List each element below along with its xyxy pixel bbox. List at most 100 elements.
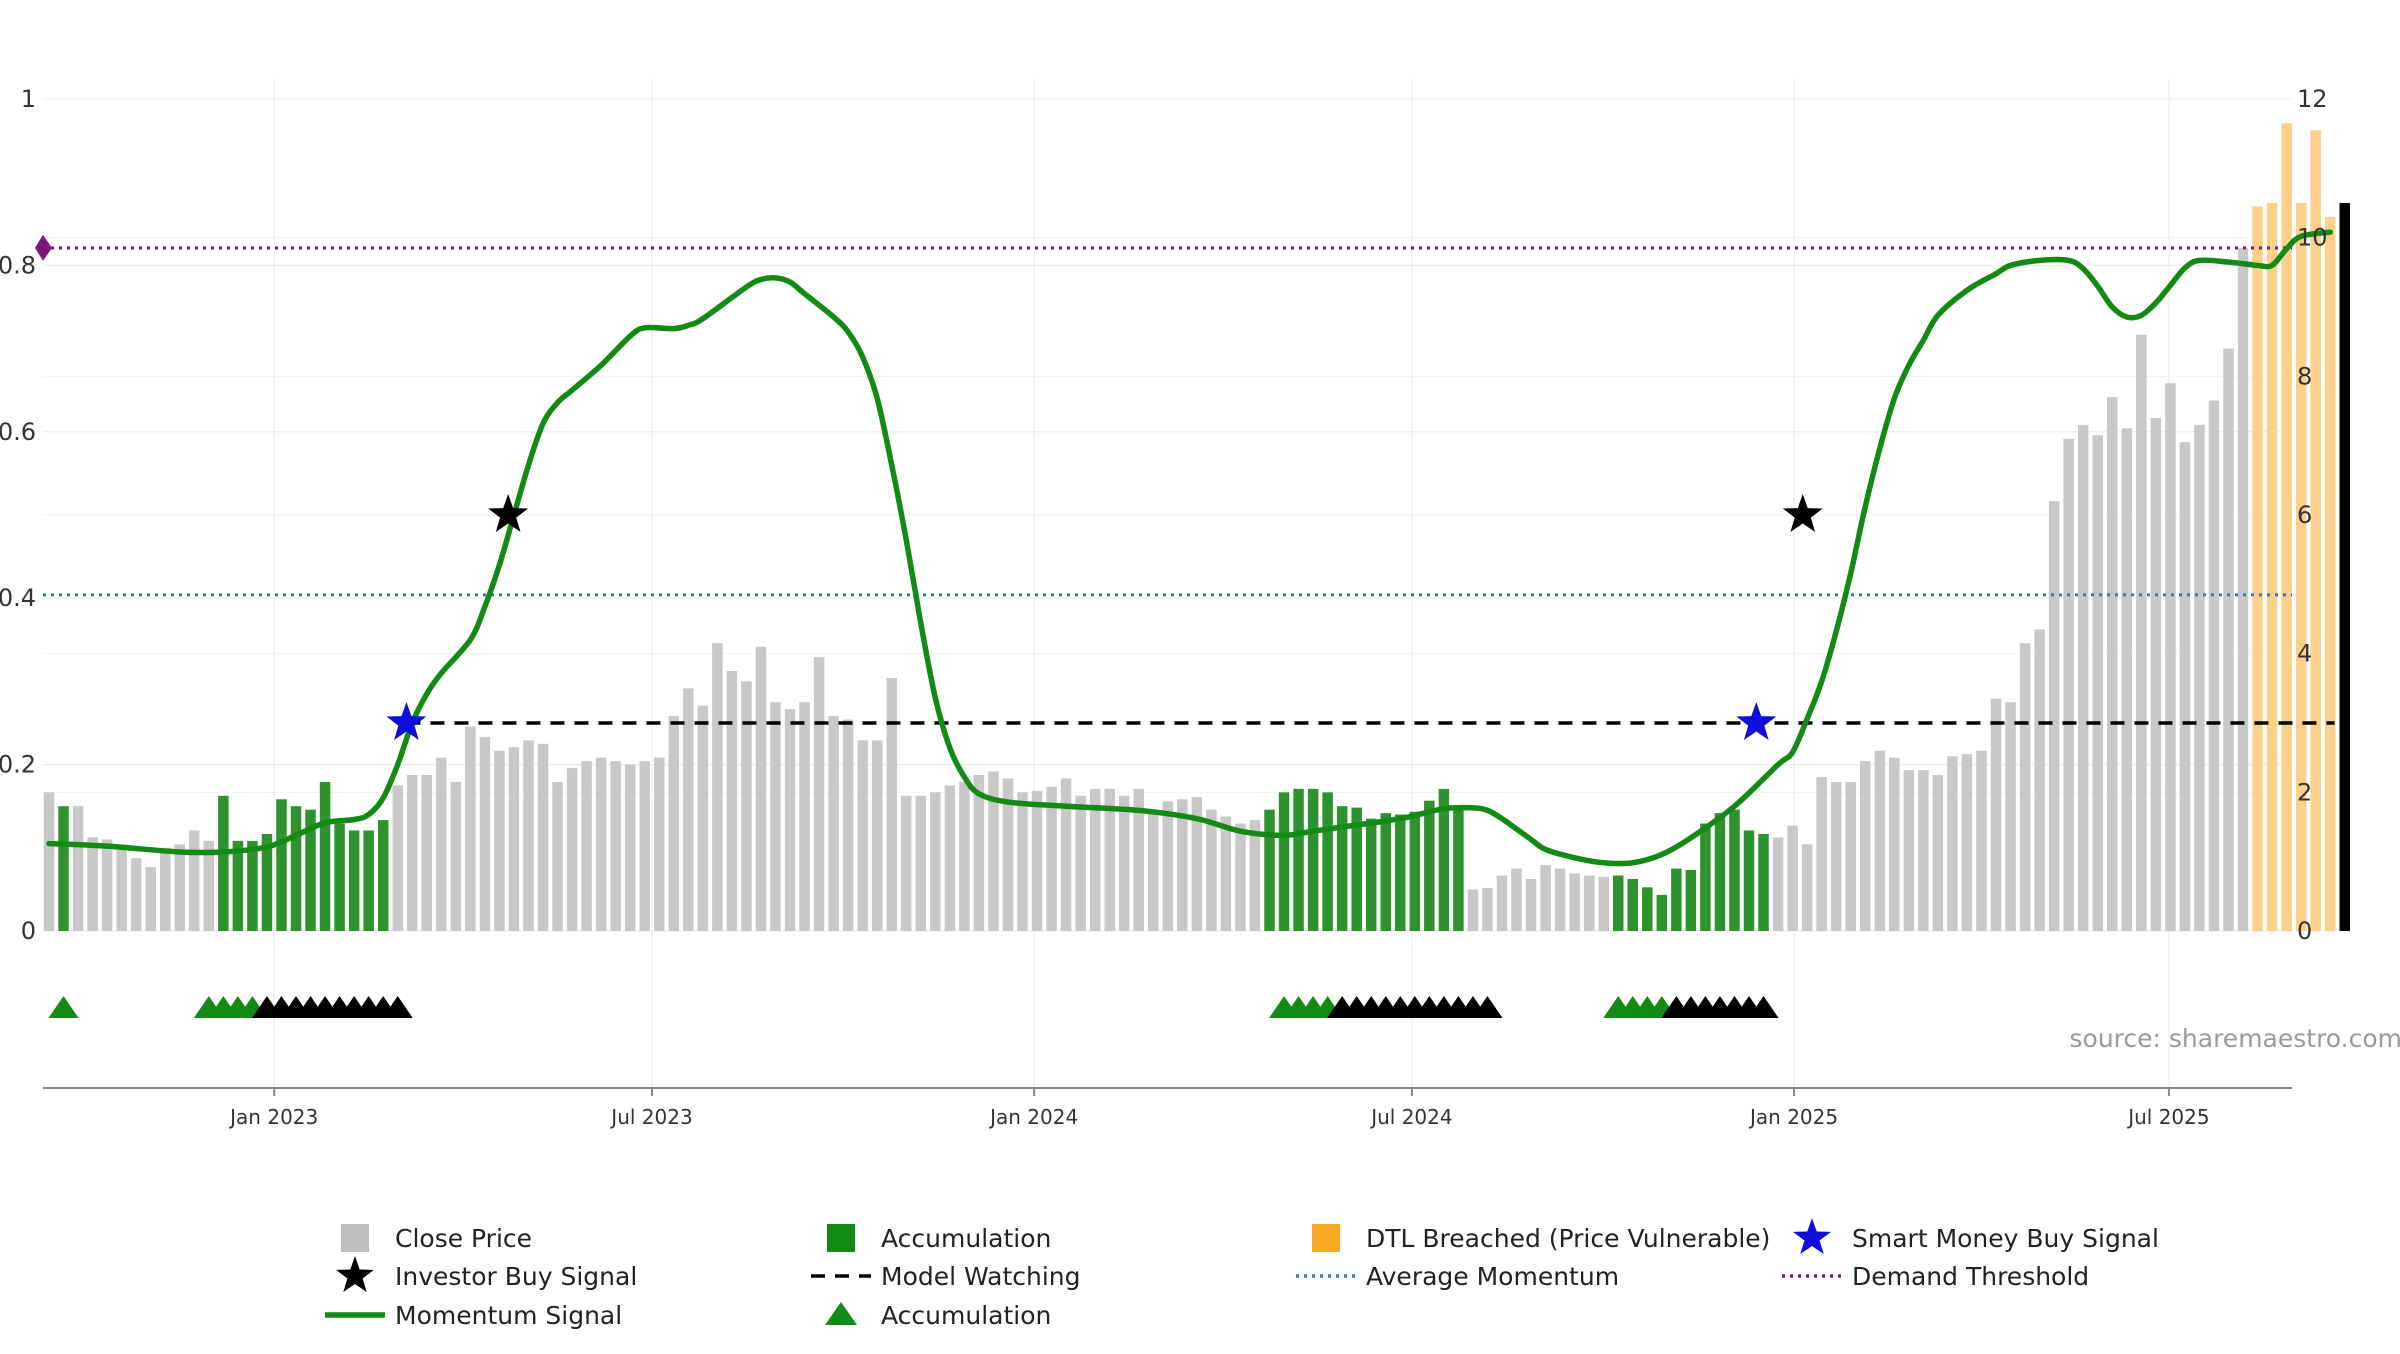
price-bar bbox=[770, 702, 781, 931]
price-bar bbox=[1279, 792, 1290, 931]
price-bar bbox=[1366, 819, 1377, 931]
price-bar bbox=[1061, 778, 1072, 931]
momentum-layer bbox=[49, 232, 2330, 864]
price-bar bbox=[1686, 870, 1697, 931]
price-bar bbox=[1715, 813, 1726, 931]
price-bar bbox=[1657, 895, 1668, 931]
price-bar bbox=[1075, 796, 1086, 931]
price-bar bbox=[175, 844, 186, 931]
legend-label: DTL Breached (Price Vulnerable) bbox=[1366, 1224, 1770, 1253]
left-tick-label: 0.8 bbox=[0, 251, 36, 279]
price-bars bbox=[44, 123, 2350, 931]
right-tick-label: 10 bbox=[2297, 224, 2328, 252]
price-bar bbox=[1700, 824, 1711, 931]
price-bar bbox=[1511, 869, 1522, 931]
legend-swatch bbox=[341, 1224, 369, 1252]
price-bar bbox=[581, 761, 592, 931]
price-bar bbox=[2122, 428, 2133, 931]
price-bar bbox=[1584, 876, 1595, 931]
price-bar bbox=[436, 758, 447, 931]
price-bar bbox=[116, 844, 127, 931]
legend-item-demand-threshold: Demand Threshold bbox=[1782, 1262, 2089, 1291]
price-bar bbox=[1497, 876, 1508, 931]
price-bar bbox=[87, 837, 98, 931]
price-bar bbox=[2325, 217, 2336, 931]
price-bar bbox=[2078, 425, 2089, 931]
price-bar bbox=[1468, 889, 1479, 931]
price-bar bbox=[58, 806, 69, 931]
price-bar bbox=[451, 782, 462, 931]
left-tick-label: 0.4 bbox=[0, 584, 36, 612]
price-bar bbox=[945, 785, 956, 931]
price-bar bbox=[2209, 401, 2220, 931]
x-tick-label: Jan 2025 bbox=[1748, 1105, 1838, 1129]
price-bar bbox=[1235, 824, 1246, 931]
right-tick-label: 12 bbox=[2297, 85, 2328, 113]
right-tick-label: 2 bbox=[2297, 778, 2312, 806]
left-tick-label: 0.6 bbox=[0, 418, 36, 446]
price-bar bbox=[247, 841, 257, 931]
price-bar bbox=[1293, 789, 1304, 931]
right-tick-label: 8 bbox=[2297, 362, 2312, 390]
legend-label: Model Watching bbox=[881, 1262, 1081, 1291]
accumulation-markers-row bbox=[49, 996, 1779, 1018]
price-bar bbox=[683, 688, 694, 931]
price-bar bbox=[189, 830, 200, 931]
price-bar bbox=[1729, 810, 1740, 931]
price-bar bbox=[785, 709, 796, 931]
price-bar bbox=[799, 702, 810, 931]
price-bar bbox=[2107, 397, 2118, 931]
price-bar bbox=[567, 768, 578, 931]
price-bar bbox=[145, 867, 156, 931]
price-bar bbox=[610, 761, 621, 931]
left-tick-label: 0.2 bbox=[0, 751, 36, 779]
price-bar bbox=[2223, 349, 2234, 931]
price-bar bbox=[480, 737, 491, 931]
price-bar bbox=[1322, 792, 1333, 931]
price-bar bbox=[1308, 789, 1319, 931]
price-bar bbox=[1017, 792, 1028, 931]
x-tick-label: Jan 2023 bbox=[228, 1105, 318, 1129]
price-bar bbox=[698, 706, 709, 931]
price-bar bbox=[218, 796, 229, 931]
price-bar bbox=[2005, 702, 2016, 931]
price-bar bbox=[1540, 865, 1551, 931]
price-bar bbox=[727, 671, 738, 931]
price-bar bbox=[1482, 888, 1493, 931]
price-bar bbox=[1758, 834, 1769, 931]
price-bar bbox=[378, 820, 389, 931]
price-bar bbox=[886, 678, 897, 931]
price-bar bbox=[2252, 206, 2263, 931]
legend-item-accumulation-bar: Accumulation bbox=[827, 1224, 1051, 1253]
price-bar bbox=[1410, 812, 1421, 931]
price-bar bbox=[669, 716, 680, 931]
price-bar bbox=[1206, 810, 1217, 931]
price-bar bbox=[392, 785, 403, 931]
price-bar bbox=[741, 681, 752, 931]
price-bar bbox=[509, 747, 519, 931]
gridlines bbox=[43, 79, 2292, 1088]
price-bar bbox=[1046, 787, 1057, 931]
price-bar bbox=[930, 792, 941, 931]
price-bar bbox=[712, 643, 723, 931]
price-bar bbox=[1933, 775, 1944, 931]
price-bar bbox=[596, 758, 607, 931]
price-bar bbox=[1569, 873, 1580, 931]
price-bar bbox=[959, 782, 970, 931]
price-bar bbox=[291, 806, 302, 931]
source-text: source: sharemaestro.com bbox=[2070, 1024, 2400, 1053]
price-bar bbox=[1744, 830, 1755, 931]
price-bar bbox=[2267, 203, 2278, 931]
price-bar bbox=[814, 657, 825, 931]
right-tick-label: 6 bbox=[2297, 501, 2312, 529]
legend-item-investor-buy-signal: Investor Buy Signal bbox=[336, 1256, 637, 1292]
price-bar bbox=[1787, 826, 1798, 931]
x-tick-label: Jul 2023 bbox=[609, 1105, 692, 1129]
price-bar bbox=[1860, 761, 1871, 931]
legend-item-momentum-signal: Momentum Signal bbox=[325, 1301, 622, 1330]
price-bar bbox=[1555, 869, 1566, 931]
price-bar bbox=[1976, 751, 1987, 931]
